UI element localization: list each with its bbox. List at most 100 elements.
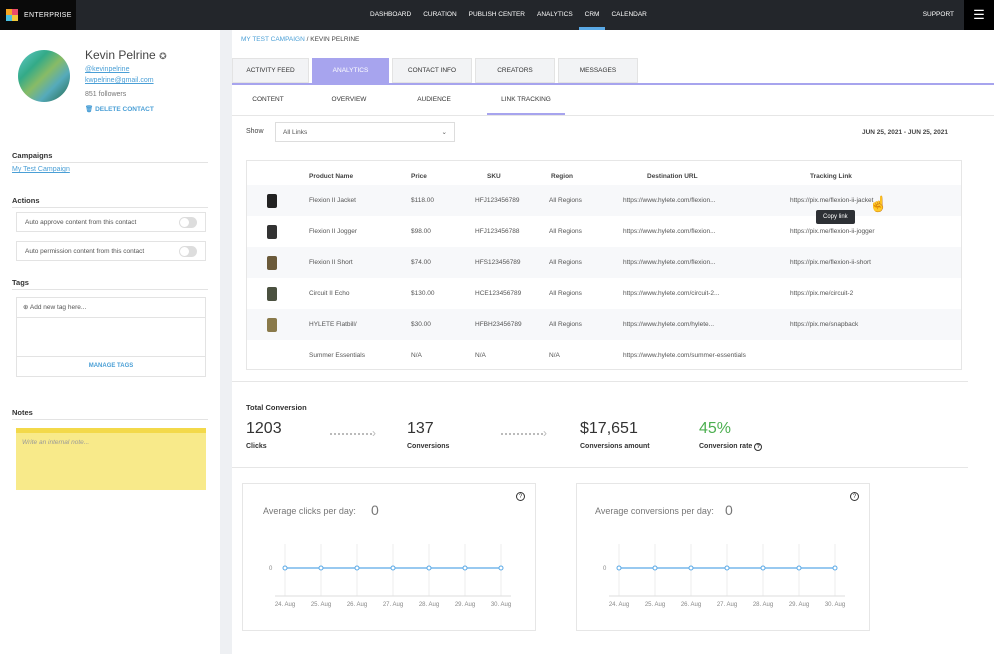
data-point (832, 565, 838, 571)
nav-analytics[interactable]: ANALYTICS (537, 11, 573, 18)
product-thumbnail (267, 287, 277, 301)
cell-dest[interactable]: https://www.hylete.com/circuit-2... (623, 290, 720, 297)
product-thumbnail (267, 225, 277, 239)
cell-sku: N/A (475, 352, 486, 359)
line-chart: 24. Aug 25. Aug 26. Aug 27. Aug 28. Aug 29. A… (269, 544, 511, 608)
total-conversion-heading: Total Conversion (246, 403, 307, 412)
cell-track[interactable]: https://pix.me/circuit-2 (790, 290, 854, 297)
notes-heading: Notes (12, 408, 33, 417)
cell-name: Flexion II Short (309, 259, 353, 266)
help-icon[interactable]: ? (754, 443, 763, 451)
cell-dest[interactable]: https://www.hylete.com/flexion... (623, 259, 716, 266)
data-point (426, 565, 432, 571)
chart-value: 0 (725, 502, 733, 518)
rate-label: Conversion rate ? (699, 443, 763, 451)
help-icon[interactable]: ? (850, 492, 859, 501)
x-tick-label: 27. Aug (383, 602, 403, 608)
product-thumbnail (267, 318, 277, 332)
campaigns-heading: Campaigns (12, 151, 53, 160)
chart-title: Average clicks per day: (263, 506, 356, 516)
auto-approve-toggle[interactable] (179, 217, 197, 228)
cell-dest[interactable]: https://www.hylete.com/hylete... (623, 321, 715, 328)
add-tag-input[interactable]: ⊕ Add new tag here... (17, 298, 205, 318)
subtab-overview[interactable]: OVERVIEW (331, 96, 367, 103)
cell-price: $130.00 (411, 290, 435, 297)
nav-curation[interactable]: CURATION (423, 11, 457, 18)
x-tick-label: 24. Aug (275, 602, 295, 608)
y-tick-label: 0 (269, 566, 273, 572)
chevron-down-icon: ⌄ (441, 129, 447, 136)
breadcrumb-contact: KEVIN PELRINE (310, 36, 360, 43)
table-row: Summer Essentials N/A N/A N/A https://www.hy… (247, 340, 961, 371)
x-tick-label: 30. Aug (825, 602, 845, 608)
amount-label: Conversions amount (580, 443, 650, 450)
delete-contact-button[interactable]: 🗑 DELETE CONTACT (85, 106, 154, 113)
avatar (18, 50, 70, 102)
cell-name: Flexion II Jogger (309, 228, 358, 235)
cell-dest[interactable]: https://www.hylete.com/summer-essentials (623, 352, 746, 359)
auto-permission-toggle[interactable] (179, 246, 197, 257)
data-point (318, 565, 324, 571)
cell-sku: HFS123456789 (475, 259, 521, 266)
cell-dest[interactable]: https://www.hylete.com/flexion... (623, 228, 716, 235)
nav-dashboard[interactable]: DASHBOARD (370, 11, 412, 18)
clicks-chart-card: ? Average clicks per day: 0 24. Aug 25. A… (242, 483, 536, 631)
internal-note-input[interactable]: Write an internal note... (16, 428, 206, 490)
cell-region: N/A (549, 352, 560, 359)
cell-name: Flexion II Jacket (309, 197, 356, 204)
x-tick-label: 25. Aug (645, 602, 665, 608)
amount-value: $17,651 (580, 420, 638, 437)
table-row: Flexion II Jogger $98.00 HFJ123456788 All R… (247, 216, 961, 247)
cell-track[interactable]: https://pix.me/flexion-ii-short (790, 259, 871, 266)
subtab-content[interactable]: CONTENT (252, 96, 284, 103)
cell-dest[interactable]: https://www.hylete.com/flexion... (623, 197, 716, 204)
x-tick-label: 26. Aug (681, 602, 701, 608)
clicks-label: Clicks (246, 443, 267, 450)
x-tick-label: 25. Aug (311, 602, 331, 608)
cell-track[interactable]: https://pix.me/flexion-ii-jacket (790, 197, 874, 204)
x-tick-label: 29. Aug (789, 602, 809, 608)
contact-sidebar: Kevin Pelrine ✪ @kevinpelrine kwpelrine@… (0, 30, 220, 654)
tab-activity-feed[interactable]: ACTIVITY FEED (232, 58, 309, 83)
campaign-link[interactable]: My Test Campaign (12, 166, 70, 173)
x-tick-label: 28. Aug (419, 602, 439, 608)
date-range[interactable]: JUN 25, 2021 - JUN 25, 2021 (862, 129, 948, 136)
links-filter-select[interactable]: All Links ⌄ (275, 122, 455, 142)
cell-sku: HFJ123456788 (475, 228, 520, 235)
tab-analytics[interactable]: ANALYTICS (312, 58, 389, 83)
line-chart: 24. Aug 25. Aug 26. Aug 27. Aug 28. Aug 29. A… (603, 544, 845, 608)
divider (220, 30, 232, 654)
subtab-link-tracking[interactable]: LINK TRACKING (487, 86, 565, 115)
cell-track[interactable]: https://pix.me/snapback (790, 321, 859, 328)
tab-messages[interactable]: MESSAGES (558, 58, 638, 83)
cell-track[interactable]: https://pix.me/flexion-ii-jogger (790, 228, 875, 235)
cell-price: N/A (411, 352, 422, 359)
nav-crm[interactable]: CRM (578, 0, 606, 30)
table-row: HYLETE Flatbill/ $30.00 HFBH23456789 All Re… (247, 309, 961, 340)
auto-approve-row: Auto approve content from this contact (16, 212, 206, 232)
manage-tags-button[interactable]: MANAGE TAGS (17, 356, 205, 376)
tab-contact-info[interactable]: CONTACT INFO (392, 58, 472, 83)
actions-heading: Actions (12, 196, 40, 205)
x-tick-label: 26. Aug (347, 602, 367, 608)
x-tick-label: 30. Aug (491, 602, 511, 608)
nav-publish-center[interactable]: PUBLISH CENTER (468, 11, 526, 18)
email-link[interactable]: kwpelrine@gmail.com (85, 77, 154, 84)
x-tick-label: 24. Aug (609, 602, 629, 608)
subtab-audience[interactable]: AUDIENCE (417, 96, 451, 103)
handle-link[interactable]: @kevinpelrine (85, 66, 130, 73)
x-tick-label: 29. Aug (455, 602, 475, 608)
cell-region: All Regions (549, 259, 582, 266)
data-point (616, 565, 622, 571)
help-icon[interactable]: ? (516, 492, 525, 501)
nav-calendar[interactable]: CALENDAR (611, 11, 647, 18)
brand[interactable]: ENTERPRISE (0, 0, 76, 30)
breadcrumb-campaign[interactable]: MY TEST CAMPAIGN (241, 36, 305, 43)
support-link[interactable]: SUPPORT (922, 11, 954, 18)
table-row: Flexion II Short $74.00 HFS123456789 All Re… (247, 247, 961, 278)
cell-name: HYLETE Flatbill/ (309, 321, 357, 328)
hamburger-menu-icon[interactable]: ☰ (964, 0, 994, 30)
cell-sku: HCE123456789 (475, 290, 522, 297)
data-point (688, 565, 694, 571)
tab-creators[interactable]: CREATORS (475, 58, 555, 83)
